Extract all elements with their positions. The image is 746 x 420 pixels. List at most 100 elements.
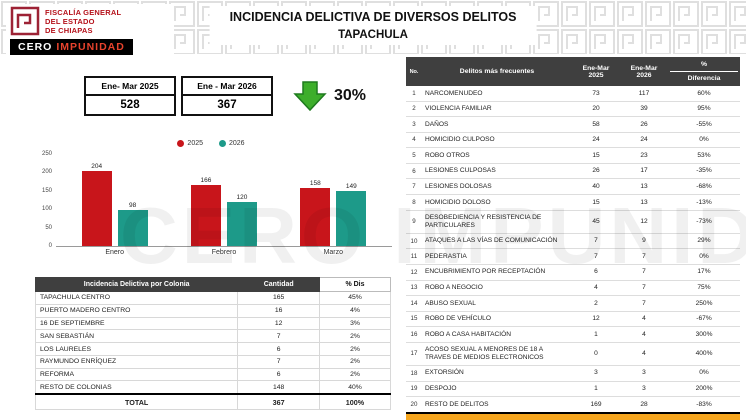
delito-2025-value: 26 (572, 163, 620, 180)
delito-2025-value: 0 (572, 342, 620, 366)
colonia-name: PUERTO MADERO CENTRO (34, 303, 239, 318)
delito-diff-pct: -13% (668, 194, 740, 211)
legend-label: 2026 (229, 140, 245, 147)
y-axis-tick: 50 (45, 224, 52, 231)
cero-impunidad-badge: CERO IMPUNIDAD (10, 39, 133, 55)
delitos-total-row: TOTAL 528 367 -30% (406, 411, 740, 420)
delito-2025-value: 6 (572, 264, 620, 281)
table-row: 9 DESOBEDIENCIA Y RESISTENCIA DE PARTICUL… (406, 210, 740, 234)
delito-diff-pct: -73% (668, 210, 740, 234)
colonia-cantidad: 6 (237, 367, 320, 382)
bar-2025-febrero (190, 184, 221, 246)
table-row: 2 VIOLENCIA FAMILIAR 20 39 95% (406, 101, 740, 118)
delito-name: ENCUBRIMIENTO POR RECEPTACIÓN (422, 264, 572, 281)
delito-2025-value: 2 (572, 295, 620, 312)
delito-2025-value: 24 (572, 132, 620, 149)
delito-name: ROBO DE VEHÍCULO (422, 311, 572, 328)
y-axis-tick: 250 (41, 151, 52, 157)
delito-2025-value: 20 (572, 101, 620, 118)
category-label: Marzo (323, 249, 344, 256)
table-row: 20 RESTO DE DELITOS 169 28 -83% (406, 396, 740, 414)
bar-column: 158 (300, 180, 331, 246)
delitos-total-2026: 367 (620, 411, 668, 420)
table-row: 6 LESIONES CULPOSAS 26 17 -35% (406, 163, 740, 180)
period-2025-value: 528 (120, 99, 140, 111)
colonia-total-pct: 100% (318, 393, 392, 411)
colonia-pct: 2% (318, 342, 392, 356)
bar-2025-marzo (300, 187, 331, 246)
bar-value-label: 120 (236, 193, 248, 201)
delitos-header-no: No. (406, 57, 422, 86)
colonia-pct: 2% (318, 367, 392, 382)
agency-logo-block: FISCALÍA GENERAL DEL ESTADO DE CHIAPAS C… (6, 4, 174, 57)
page-title-block: INCIDENCIA DELICTIVA DE DIVERSOS DELITOS… (209, 6, 537, 45)
table-row: 18 EXTORSIÓN 3 3 0% (406, 365, 740, 382)
delitos-total-label: TOTAL (406, 411, 572, 420)
delito-2026-value: 17 (620, 163, 668, 180)
colonia-total-label: TOTAL (34, 393, 239, 411)
delito-diff-pct: 95% (668, 101, 740, 118)
delitos-header-diff-l2: Diferencia (687, 75, 721, 82)
badge-impunidad: IMPUNIDAD (56, 41, 125, 53)
delitos-header-2026: Ene-Mar 2026 (620, 57, 668, 86)
table-row: 4 HOMICIDIO CULPOSO 24 24 0% (406, 132, 740, 149)
colonia-name: SAN SEBASTIÁN (34, 329, 239, 344)
delito-name: PEDERASTIA (422, 248, 572, 265)
delito-no: 19 (406, 381, 422, 398)
colonia-cantidad: 148 (237, 380, 320, 395)
colonia-cantidad: 7 (237, 329, 320, 344)
delito-2025-value: 7 (572, 248, 620, 265)
bar-2026-enero (117, 209, 148, 246)
delito-2025-value: 4 (572, 280, 620, 297)
legend-item: 2025 (177, 140, 203, 147)
delito-diff-pct: 0% (668, 248, 740, 265)
delito-2025-value: 45 (572, 210, 620, 234)
delito-2026-value: 9 (620, 233, 668, 250)
bar-value-label: 166 (200, 176, 212, 184)
delito-diff-pct: 17% (668, 264, 740, 281)
period-2026-value: 367 (217, 99, 237, 111)
delito-2025-value: 1 (572, 326, 620, 343)
delito-2025-value: 15 (572, 194, 620, 211)
delito-no: 5 (406, 147, 422, 164)
table-row: 8 HOMICIDIO DOLOSO 15 13 -13% (406, 194, 740, 211)
table-row: 19 DESPOJO 1 3 200% (406, 381, 740, 398)
delito-no: 12 (406, 264, 422, 281)
delito-diff-pct: 60% (668, 86, 740, 102)
delito-name: DESPOJO (422, 381, 572, 398)
delito-name: ROBO OTROS (422, 147, 572, 164)
delito-no: 1 (406, 86, 422, 102)
agency-name: FISCALÍA GENERAL DEL ESTADO DE CHIAPAS (45, 8, 121, 35)
agency-name-line1: FISCALÍA GENERAL (45, 7, 122, 17)
chart-plot-wrap: 0 50 100 150 200 250 204 98 166 120 158 149 Enero Fe… (42, 151, 392, 256)
colonia-total-row: TOTAL 367 100% (34, 393, 392, 411)
bar-group: 158 149 (300, 180, 367, 246)
y-axis-tick: 0 (48, 243, 52, 249)
delitos-total-pct: -30% (668, 411, 740, 420)
bar-column: 149 (336, 183, 367, 246)
delitos-header-diff-l1: % (670, 61, 738, 72)
delito-no: 7 (406, 178, 422, 196)
colonia-header-pct: % Dis (318, 277, 392, 292)
category-label: Febrero (211, 249, 237, 256)
decrease-arrow-icon (293, 81, 327, 112)
delito-name: ROBO A CASA HABITACIÓN (422, 326, 572, 343)
delito-name: VIOLENCIA FAMILIAR (422, 101, 572, 118)
delito-2026-value: 7 (620, 295, 668, 312)
delito-no: 8 (406, 194, 422, 211)
change-percent-label: 30% (334, 87, 367, 104)
table-row: TAPACHULA CENTRO 165 45% (34, 291, 392, 305)
table-row: 7 LESIONES DOLOSAS 40 13 -68% (406, 178, 740, 196)
period-2025-label: Ene- Mar 2025 (86, 78, 174, 96)
page-subtitle: TAPACHULA (338, 29, 408, 41)
badge-cero: CERO (18, 41, 53, 53)
delito-2026-value: 13 (620, 178, 668, 196)
table-row: SAN SEBASTIÁN 7 2% (34, 329, 392, 344)
delito-name: DESOBEDIENCIA Y RESISTENCIA DE PARTICULA… (422, 210, 572, 234)
table-row: 13 ROBO A NEGOCIO 4 7 75% (406, 280, 740, 297)
colonia-name: LOS LAURELES (34, 342, 239, 356)
delito-name: NARCOMENUDEO (422, 86, 572, 102)
table-row: 5 ROBO OTROS 15 23 53% (406, 147, 740, 164)
y-axis-tick: 200 (41, 169, 52, 176)
colonia-name: RAYMUNDO ENRÍQUEZ (34, 354, 239, 369)
